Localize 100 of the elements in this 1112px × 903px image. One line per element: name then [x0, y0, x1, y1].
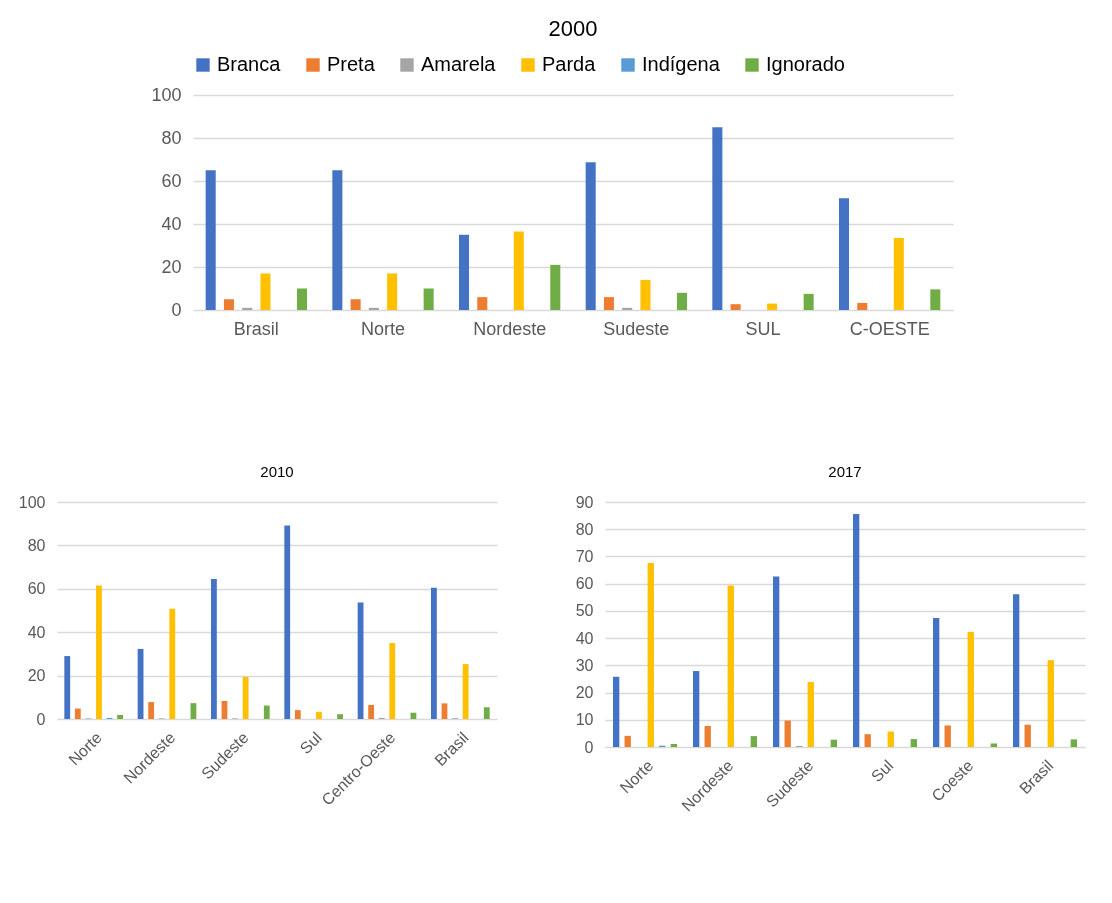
y-tick-label: 60 — [575, 575, 594, 593]
bar — [483, 707, 490, 719]
legend-label: Ignorado — [766, 53, 845, 75]
chart-title: 2010 — [260, 463, 294, 480]
bar — [242, 307, 253, 310]
y-tick-label: 100 — [151, 84, 182, 105]
bar — [260, 273, 271, 310]
bar — [676, 292, 687, 310]
y-tick-label: 10 — [575, 711, 594, 729]
bar — [864, 734, 871, 747]
bar — [693, 671, 700, 747]
x-tick-label: C-OESTE — [849, 318, 930, 339]
bar — [853, 513, 860, 747]
bar — [332, 170, 343, 310]
bar — [513, 231, 524, 310]
bar — [624, 735, 631, 747]
bar — [96, 585, 102, 719]
chart-title: 2000 — [548, 16, 598, 41]
legend-label: Amarela — [421, 53, 497, 75]
legend-label: Branca — [217, 53, 282, 75]
bar — [807, 681, 814, 747]
bar — [117, 714, 123, 719]
bar — [1047, 660, 1054, 747]
bar — [670, 744, 677, 747]
bar — [242, 676, 249, 719]
bar — [1070, 739, 1077, 747]
y-tick-label: 90 — [575, 493, 594, 511]
y-tick-label: 20 — [575, 684, 594, 702]
bar — [389, 643, 396, 719]
bar — [459, 234, 470, 310]
bar — [803, 293, 814, 310]
bar — [462, 664, 469, 719]
bar — [294, 710, 301, 719]
legend-label: Preta — [327, 53, 376, 75]
bar — [640, 279, 651, 310]
bar — [603, 297, 614, 310]
y-tick-label: 40 — [161, 213, 182, 234]
y-tick-label: 0 — [584, 738, 594, 756]
bar — [613, 676, 620, 747]
bar — [857, 302, 868, 310]
bar — [585, 162, 596, 310]
legend-label: Indígena — [642, 53, 721, 75]
bar — [368, 704, 375, 719]
bar — [64, 656, 71, 719]
y-tick-label: 20 — [161, 256, 182, 277]
bar — [74, 708, 81, 719]
bar — [712, 127, 723, 310]
bar — [773, 576, 780, 747]
y-tick-label: 40 — [27, 623, 46, 641]
bar — [944, 725, 951, 747]
bar — [910, 739, 917, 747]
bar — [622, 307, 633, 310]
bar — [893, 237, 904, 310]
bar — [350, 299, 361, 310]
bar — [647, 562, 654, 747]
bar — [423, 288, 434, 310]
bar — [431, 587, 437, 719]
y-tick-label: 0 — [36, 710, 46, 728]
y-tick-label: 70 — [575, 547, 594, 565]
bar — [930, 289, 941, 310]
x-tick-label: Nordeste — [473, 318, 547, 339]
bar — [368, 307, 379, 310]
bar — [337, 714, 343, 719]
bar — [1013, 594, 1020, 747]
chart-title: 2017 — [828, 463, 862, 480]
bar — [967, 631, 974, 747]
bar — [990, 743, 997, 747]
x-tick-label: Sudeste — [603, 318, 670, 339]
bar — [477, 297, 488, 310]
bar — [223, 299, 234, 310]
bar — [387, 273, 398, 310]
bar — [211, 579, 217, 719]
bar — [933, 617, 940, 747]
x-tick-label: SUL — [745, 318, 781, 339]
bar — [1024, 724, 1031, 747]
y-tick-label: 0 — [171, 299, 182, 320]
y-tick-label: 80 — [161, 127, 182, 148]
bar — [704, 726, 711, 747]
bar — [148, 702, 155, 719]
bar — [284, 525, 291, 719]
y-tick-label: 50 — [575, 602, 594, 620]
y-tick-label: 60 — [27, 580, 46, 598]
bar — [730, 304, 741, 310]
bar — [169, 608, 176, 719]
bar — [316, 711, 322, 719]
y-tick-label: 80 — [27, 536, 46, 554]
bar — [784, 720, 791, 747]
bar — [750, 736, 757, 747]
legend-label: Parda — [542, 53, 597, 75]
y-tick-label: 80 — [575, 520, 594, 538]
y-tick-label: 60 — [161, 170, 182, 191]
bar — [839, 198, 850, 310]
bar — [205, 170, 216, 310]
bar — [767, 303, 778, 310]
bar — [727, 585, 734, 747]
x-tick-label: Norte — [360, 318, 406, 339]
x-tick-label: Sul — [296, 728, 325, 758]
bar — [296, 288, 307, 310]
y-tick-label: 100 — [18, 493, 46, 511]
bar — [887, 731, 894, 747]
